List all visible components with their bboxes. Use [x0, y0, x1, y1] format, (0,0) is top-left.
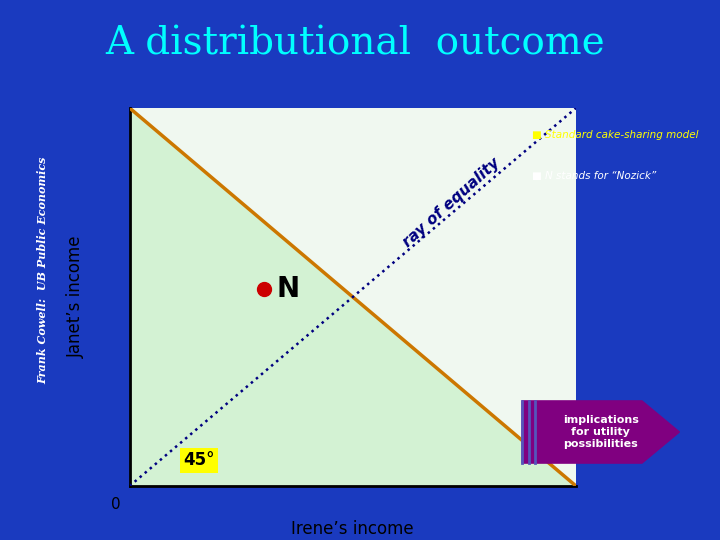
Text: implications
for utility
possibilities: implications for utility possibilities [563, 415, 639, 449]
Text: Irene’s income: Irene’s income [292, 520, 414, 538]
Text: N: N [277, 275, 300, 303]
Text: Janet’s income: Janet’s income [67, 236, 85, 358]
Text: ■ N stands for “Nozick”: ■ N stands for “Nozick” [532, 171, 656, 181]
Text: 0: 0 [112, 497, 121, 512]
Text: A distributional  outcome: A distributional outcome [105, 25, 605, 62]
Text: ray of equality: ray of equality [400, 155, 503, 250]
Text: ■ Standard cake-sharing model: ■ Standard cake-sharing model [532, 130, 698, 140]
Polygon shape [130, 108, 576, 486]
FancyArrow shape [522, 401, 680, 463]
Text: Frank Cowell:  UB Public Economics: Frank Cowell: UB Public Economics [37, 156, 49, 384]
Text: 45°: 45° [183, 451, 215, 469]
